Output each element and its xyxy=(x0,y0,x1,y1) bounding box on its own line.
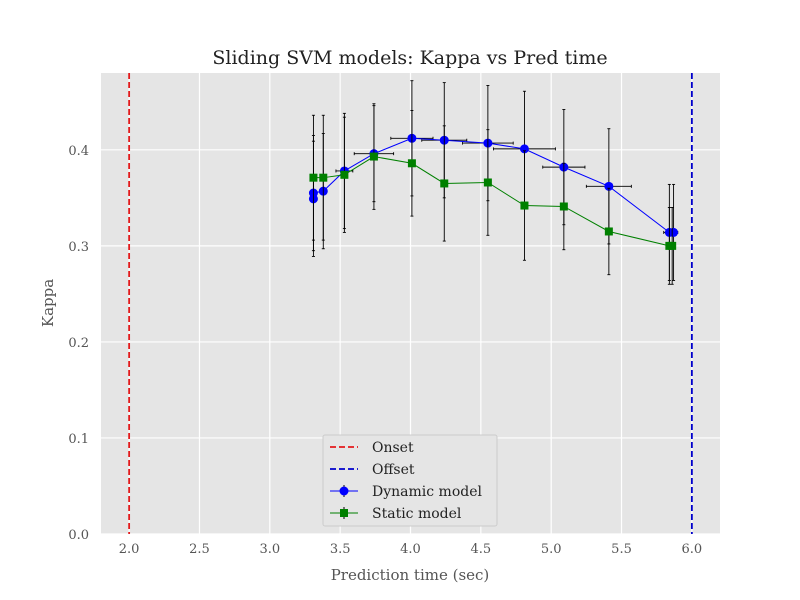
y-tick-label: 0.0 xyxy=(68,528,89,543)
data-point xyxy=(440,179,449,188)
y-tick-label: 0.2 xyxy=(68,336,89,351)
legend: Onset Offset Dynamic model Static model xyxy=(322,434,498,527)
reference-lines xyxy=(128,73,693,534)
x-tick-label: 2.0 xyxy=(119,542,140,557)
x-axis-label: Prediction time (sec) xyxy=(331,566,490,584)
series-static-model xyxy=(309,103,677,285)
x-tick-label: 2.5 xyxy=(189,542,210,557)
x-tick-label: 4.5 xyxy=(470,542,491,557)
y-tick-label: 0.3 xyxy=(68,240,89,255)
data-point xyxy=(340,170,349,179)
legend-box xyxy=(322,434,498,527)
x-tick-label: 4.0 xyxy=(400,542,421,557)
data-point xyxy=(309,173,318,182)
data-point xyxy=(369,152,378,161)
y-tick-label: 0.1 xyxy=(68,432,89,447)
data-point xyxy=(407,159,416,168)
data-point xyxy=(668,241,677,250)
data-point xyxy=(520,201,529,210)
x-tick-label: 6.0 xyxy=(682,542,703,557)
data-point xyxy=(319,173,328,182)
x-tick-label: 3.5 xyxy=(330,542,351,557)
data-point xyxy=(604,227,613,236)
chart-title: Sliding SVM models: Kappa vs Pred time xyxy=(212,47,607,69)
data-point xyxy=(669,227,679,237)
series-group xyxy=(308,80,679,285)
y-axis-label: Kappa xyxy=(39,279,57,327)
x-tick-label: 5.5 xyxy=(611,542,632,557)
legend-static-marker xyxy=(340,509,348,517)
data-point xyxy=(604,181,614,191)
legend-offset-label: Offset xyxy=(372,462,415,478)
legend-dynamic-marker xyxy=(339,486,349,496)
y-tick-label: 0.4 xyxy=(68,144,89,159)
data-point xyxy=(519,144,529,154)
tick-labels: 2.0 2.5 3.0 3.5 4.0 4.5 5.0 5.5 6.0 0.0 0.1 0.2 0.3 0… xyxy=(68,144,702,557)
legend-static-label: Static model xyxy=(372,506,462,522)
legend-dynamic-label: Dynamic model xyxy=(372,484,482,500)
x-tick-label: 5.0 xyxy=(541,542,562,557)
x-tick-label: 3.0 xyxy=(259,542,280,557)
data-point xyxy=(559,202,568,211)
legend-onset-label: Onset xyxy=(372,440,414,456)
data-point xyxy=(483,178,492,187)
